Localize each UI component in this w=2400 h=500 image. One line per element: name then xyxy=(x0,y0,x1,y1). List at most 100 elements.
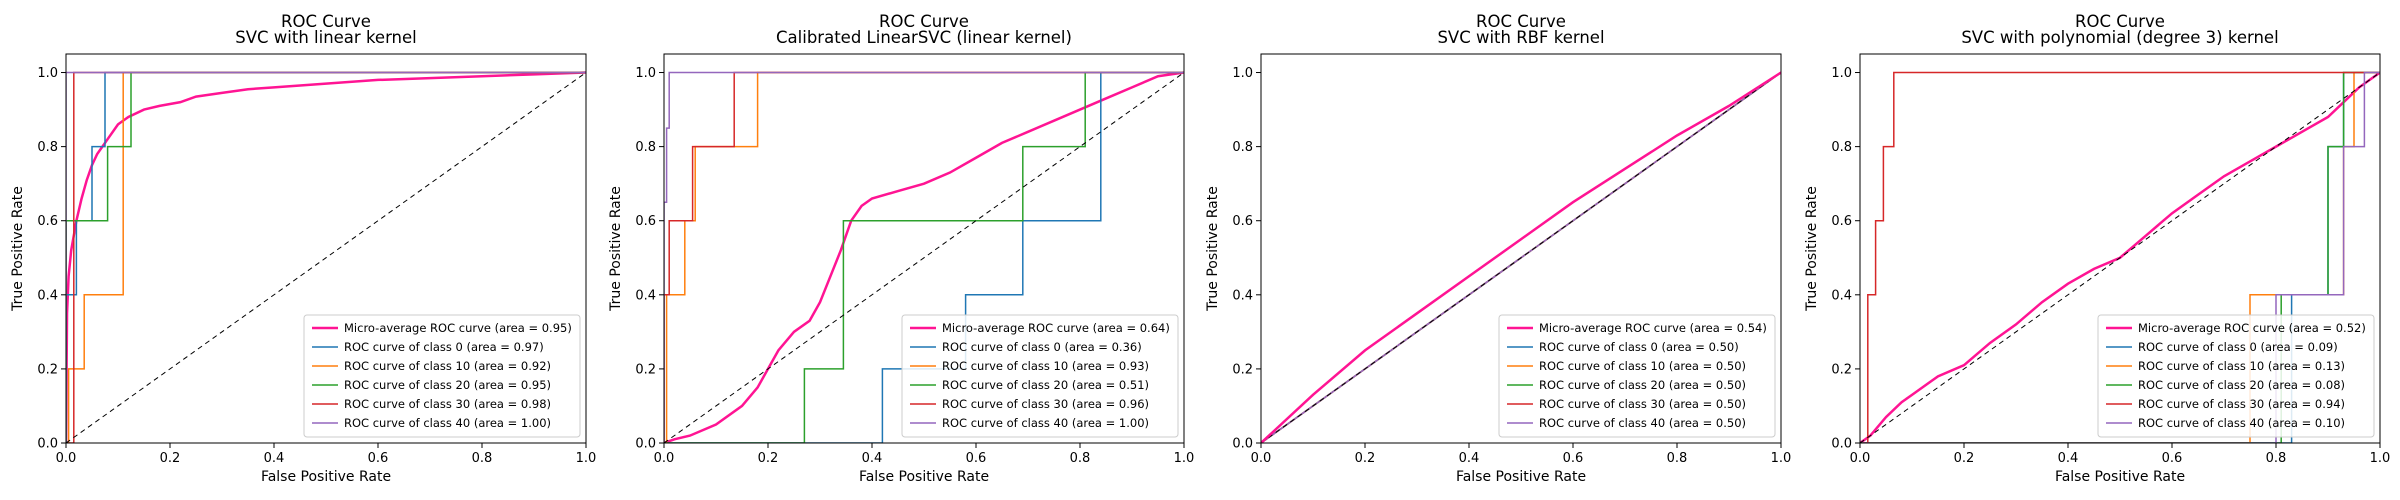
x-tick-label: 0.8 xyxy=(472,451,493,466)
x-axis-label: False Positive Rate xyxy=(2055,469,2185,485)
x-tick-label: 0.6 xyxy=(966,451,987,466)
x-tick-label: 0.2 xyxy=(160,451,181,466)
chance-diagonal-line xyxy=(1860,72,2380,443)
roc-series-4 xyxy=(664,71,1184,443)
y-tick-label: 0.8 xyxy=(1831,140,1852,155)
legend-entry: ROC curve of class 0 (area = 0.97) xyxy=(344,340,544,354)
y-tick-label: 1.0 xyxy=(635,66,656,81)
x-tick-label: 0.8 xyxy=(2266,451,2287,466)
y-tick-label: 1.0 xyxy=(1831,66,1852,81)
chart-subtitle: Calibrated LinearSVC (linear kernel) xyxy=(776,28,1072,47)
roc-series-4 xyxy=(1860,71,2380,443)
legend-box xyxy=(1498,314,1776,438)
x-tick-label: 0.0 xyxy=(1251,451,1272,466)
x-axis-label: False Positive Rate xyxy=(859,469,989,485)
chart-subtitle: SVC with polynomial (degree 3) kernel xyxy=(1961,28,2278,47)
x-tick-label: 1.0 xyxy=(2370,451,2391,466)
roc-series-5 xyxy=(664,71,1184,443)
chance-diagonal-line xyxy=(664,72,1184,443)
y-tick-label: 0.0 xyxy=(1831,437,1852,452)
x-tick-label: 0.8 xyxy=(1070,451,1091,466)
y-tick-label: 0.2 xyxy=(37,362,58,377)
legend-entry: ROC curve of class 0 (area = 0.50) xyxy=(1539,340,1739,354)
y-tick-label: 1.0 xyxy=(1232,66,1253,81)
legend-entry: ROC curve of class 20 (area = 0.08) xyxy=(2138,378,2345,392)
x-tick-label: 0.6 xyxy=(368,451,389,466)
x-tick-label: 0.4 xyxy=(1459,451,1480,466)
roc-series-3 xyxy=(664,71,1184,443)
legend-entry: ROC curve of class 40 (area = 1.00) xyxy=(344,416,551,430)
x-tick-label: 0.0 xyxy=(654,451,675,466)
series-group xyxy=(664,71,1184,443)
legend-entry: ROC curve of class 20 (area = 0.50) xyxy=(1539,378,1746,392)
legend-entry: Micro-average ROC curve (area = 0.95) xyxy=(344,321,572,335)
legend-entry: ROC curve of class 20 (area = 0.51) xyxy=(942,378,1149,392)
legend-entry: Micro-average ROC curve (area = 0.52) xyxy=(2138,321,2366,335)
y-tick-label: 0.0 xyxy=(635,437,656,452)
roc-series-6 xyxy=(1261,71,1781,443)
legend: Micro-average ROC curve (area = 0.64) ROC… xyxy=(901,314,1179,438)
legend-entry: ROC curve of class 0 (area = 0.36) xyxy=(942,340,1142,354)
x-tick-label: 1.0 xyxy=(576,451,597,466)
legend-box xyxy=(303,314,581,438)
legend-entry: ROC curve of class 40 (area = 0.10) xyxy=(2138,416,2345,430)
chart-title: ROC Curve xyxy=(281,12,371,31)
y-axis-label: True Positive Rate xyxy=(608,186,624,312)
chart-subtitle: SVC with linear kernel xyxy=(235,28,417,47)
roc-series-2 xyxy=(66,71,586,443)
legend-entry: ROC curve of class 30 (area = 0.50) xyxy=(1539,397,1746,411)
legend-entry: ROC curve of class 40 (area = 0.50) xyxy=(1539,416,1746,430)
legend-entry: ROC curve of class 0 (area = 0.09) xyxy=(2138,340,2338,354)
y-tick-label: 0.4 xyxy=(635,288,656,303)
x-tick-label: 1.0 xyxy=(1174,451,1195,466)
y-tick-label: 0.2 xyxy=(1232,362,1253,377)
y-tick-label: 0.2 xyxy=(635,362,656,377)
legend: Micro-average ROC curve (area = 0.95) ROC… xyxy=(303,314,581,438)
y-tick-label: 0.4 xyxy=(1232,288,1253,303)
legend-box xyxy=(901,314,1179,438)
x-tick-label: 1.0 xyxy=(1771,451,1792,466)
roc-series-0 xyxy=(664,71,1184,443)
y-tick-label: 0.6 xyxy=(1831,214,1852,229)
y-tick-label: 0.0 xyxy=(37,437,58,452)
axes-frame xyxy=(1859,53,2381,444)
legend-box xyxy=(2097,314,2375,438)
legend-entry: ROC curve of class 30 (area = 0.98) xyxy=(344,397,551,411)
series-group xyxy=(1261,71,1781,443)
roc-series-5 xyxy=(66,71,586,443)
chance-diagonal-line xyxy=(1261,72,1781,443)
legend-entry: Micro-average ROC curve (area = 0.64) xyxy=(942,321,1170,335)
x-tick-label: 0.6 xyxy=(1563,451,1584,466)
y-axis-label: True Positive Rate xyxy=(1205,186,1221,312)
series-group xyxy=(66,71,586,443)
legend-entry: ROC curve of class 20 (area = 0.95) xyxy=(344,378,551,392)
x-tick-label: 0.8 xyxy=(1667,451,1688,466)
chart-subtitle: SVC with RBF kernel xyxy=(1437,28,1604,47)
y-tick-label: 0.6 xyxy=(635,214,656,229)
x-tick-label: 0.2 xyxy=(1954,451,1975,466)
chart-title: ROC Curve xyxy=(1476,12,1566,31)
roc-series-0 xyxy=(1860,71,2380,443)
legend: Micro-average ROC curve (area = 0.52) ROC… xyxy=(2097,314,2375,438)
legend-entry: ROC curve of class 10 (area = 0.93) xyxy=(942,359,1149,373)
x-tick-label: 0.4 xyxy=(264,451,285,466)
roc-series-1 xyxy=(664,71,1184,443)
x-tick-label: 0.4 xyxy=(2058,451,2079,466)
x-axis-label: False Positive Rate xyxy=(1456,469,1586,485)
roc-series-0 xyxy=(66,71,586,443)
chance-diagonal-line xyxy=(66,72,586,443)
chart-title: ROC Curve xyxy=(2075,12,2165,31)
y-tick-label: 0.8 xyxy=(635,140,656,155)
y-tick-label: 0.0 xyxy=(1232,437,1253,452)
legend-entry: ROC curve of class 30 (area = 0.94) xyxy=(2138,397,2345,411)
y-tick-label: 0.6 xyxy=(1232,214,1253,229)
axes-frame xyxy=(663,53,1185,444)
axes-frame xyxy=(1260,53,1782,444)
y-tick-label: 0.6 xyxy=(37,214,58,229)
y-tick-label: 1.0 xyxy=(37,66,58,81)
y-tick-label: 0.4 xyxy=(37,288,58,303)
